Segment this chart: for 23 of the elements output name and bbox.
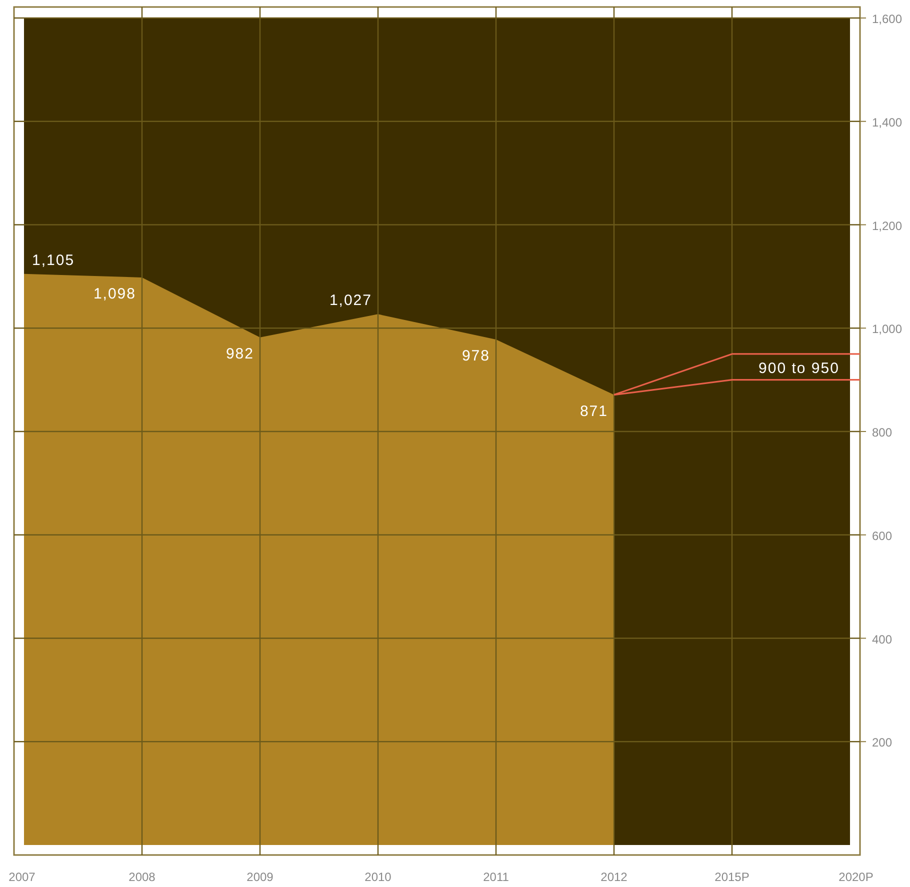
y-tick-label: 1,400 [872,115,902,130]
y-tick-label: 800 [872,426,892,440]
data-label: 982 [226,345,254,362]
x-tick-label: 2015P [714,870,750,884]
x-tick-label: 2011 [483,870,510,884]
data-label: 871 [580,402,608,420]
y-tick-label: 200 [872,736,892,750]
x-tick-label: 2010 [364,870,392,884]
data-label: 1,098 [93,285,136,302]
x-tick-label: 2009 [246,870,274,884]
y-tick-label: 1,200 [872,218,902,233]
y-tick-label: 600 [872,528,892,543]
x-tick-label: 2012 [600,870,628,884]
data-label: 1,027 [329,292,372,310]
x-tick-label: 2008 [128,870,156,884]
y-tick-label: 1,000 [872,322,902,336]
annotation: 900 to 950 [758,360,840,377]
x-tick-label: 2020P [838,870,874,884]
data-label: 978 [462,347,490,364]
y-tick-label: 1,600 [872,12,902,26]
data-label: 1,105 [32,252,75,269]
y-tick-label: 400 [872,632,892,646]
x-tick-label: 2007 [8,870,36,884]
